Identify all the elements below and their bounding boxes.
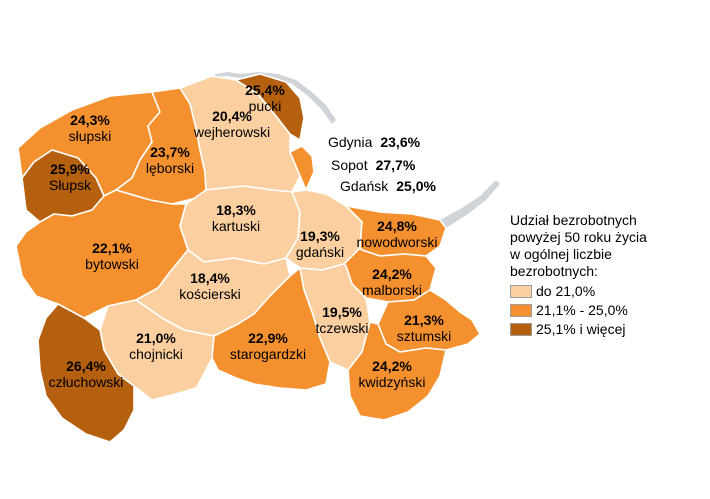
region-name: starogardzki bbox=[229, 346, 307, 362]
region-name: sztumski bbox=[396, 328, 452, 344]
legend-label: 21,1% - 25,0% bbox=[536, 302, 628, 318]
region-starogardzki[interactable] bbox=[211, 267, 331, 391]
legend-title-line: bezrobotnych: bbox=[510, 263, 598, 279]
city-name: Gdańsk bbox=[340, 178, 389, 194]
legend-item-mid: 21,1% - 25,0% bbox=[510, 301, 700, 320]
region-name: wejherowski bbox=[193, 124, 271, 140]
region-name: gdański bbox=[295, 244, 345, 260]
legend-title-line: powyżej 50 roku życia bbox=[510, 229, 647, 245]
region-label-kartuski: 18,3% kartuski bbox=[212, 202, 260, 234]
legend-title-line: Udział bezrobotnych bbox=[510, 212, 637, 228]
region-value: 18,4% bbox=[190, 270, 230, 286]
region-value: 25,4% bbox=[245, 82, 285, 98]
region-kwidzynski[interactable] bbox=[347, 321, 447, 421]
region-name: kościerski bbox=[179, 286, 241, 302]
region-label-slupsk: 25,9% Słupsk bbox=[49, 161, 91, 193]
city-gdansk: Gdańsk 25,0% bbox=[340, 178, 436, 194]
legend-item-low: do 21,0% bbox=[510, 282, 700, 301]
region-name: lęborski bbox=[145, 160, 195, 176]
hel-peninsula bbox=[215, 72, 336, 124]
region-name: nowodworski bbox=[356, 234, 438, 250]
region-label-czluchowski: 26,4% człuchowski bbox=[49, 358, 124, 390]
region-label-kwidzynski: 24,2% kwidzyński bbox=[359, 358, 426, 390]
region-label-gdanski: 19,3% gdański bbox=[296, 228, 344, 260]
region-name: słupski bbox=[68, 128, 112, 144]
legend-item-high: 25,1% i więcej bbox=[510, 320, 700, 339]
region-value: 19,3% bbox=[300, 228, 340, 244]
region-name: tczewski bbox=[315, 320, 369, 336]
region-label-bytowski: 22,1% bytowski bbox=[85, 240, 139, 272]
region-value: 21,3% bbox=[404, 312, 444, 328]
legend-swatch bbox=[510, 304, 532, 317]
region-value: 20,4% bbox=[212, 108, 252, 124]
region-value: 19,5% bbox=[322, 304, 362, 320]
city-sopot: Sopot 27,7% bbox=[331, 157, 415, 173]
region-name: Słupsk bbox=[48, 177, 92, 193]
region-label-leborski: 23,7% lęborski bbox=[146, 144, 194, 176]
legend-swatch bbox=[510, 285, 532, 298]
region-label-tczewski: 19,5% tczewski bbox=[316, 304, 369, 336]
legend-title: Udział bezrobotnych powyżej 50 roku życi… bbox=[510, 212, 700, 280]
legend-title-line: w ogólnej liczbie bbox=[510, 246, 612, 262]
region-trojmiasto[interactable] bbox=[289, 145, 315, 191]
region-value: 22,1% bbox=[92, 240, 132, 256]
region-label-wejherowski: 20,4% wejherowski bbox=[194, 108, 270, 140]
legend-swatch bbox=[510, 323, 532, 336]
city-value: 25,0% bbox=[396, 178, 436, 194]
region-value: 24,2% bbox=[372, 358, 412, 374]
region-name: pucki bbox=[248, 98, 282, 114]
region-name: malborski bbox=[362, 282, 422, 298]
region-value: 24,3% bbox=[70, 112, 110, 128]
region-label-slupski: 24,3% słupski bbox=[69, 112, 112, 144]
region-czluchowski[interactable] bbox=[37, 303, 135, 443]
region-label-nowodworski: 24,8% nowodworski bbox=[357, 218, 438, 250]
region-value: 22,9% bbox=[248, 330, 288, 346]
region-name: bytowski bbox=[85, 256, 139, 272]
region-label-koscierski: 18,4% kościerski bbox=[179, 270, 240, 302]
region-name: kartuski bbox=[211, 218, 261, 234]
region-label-pucki: 25,4% pucki bbox=[245, 82, 285, 114]
city-name: Gdynia bbox=[328, 134, 373, 150]
region-label-sztumski: 21,3% sztumski bbox=[397, 312, 451, 344]
city-value: 23,6% bbox=[380, 134, 421, 150]
region-label-chojnicki: 21,0% chojnicki bbox=[129, 330, 183, 362]
legend: Udział bezrobotnych powyżej 50 roku życi… bbox=[510, 212, 700, 339]
legend-label: do 21,0% bbox=[536, 283, 596, 299]
city-value: 27,7% bbox=[375, 157, 416, 173]
region-value: 25,9% bbox=[50, 161, 90, 177]
region-value: 18,3% bbox=[216, 202, 256, 218]
city-gdynia: Gdynia 23,6% bbox=[328, 134, 420, 150]
vistula-lagoon-shore bbox=[440, 180, 500, 228]
legend-label: 25,1% i więcej bbox=[536, 321, 626, 337]
region-pucki[interactable] bbox=[235, 73, 305, 141]
region-name: kwidzyński bbox=[358, 374, 426, 390]
city-name: Sopot bbox=[331, 157, 368, 173]
region-label-starogardzki: 22,9% starogardzki bbox=[230, 330, 306, 362]
region-value: 24,2% bbox=[372, 266, 412, 282]
region-name: chojnicki bbox=[129, 346, 183, 362]
region-value: 21,0% bbox=[136, 330, 176, 346]
region-name: człuchowski bbox=[48, 374, 124, 390]
region-value: 24,8% bbox=[377, 218, 417, 234]
region-label-malborski: 24,2% malborski bbox=[362, 266, 422, 298]
region-value: 26,4% bbox=[66, 358, 106, 374]
region-value: 23,7% bbox=[150, 144, 190, 160]
